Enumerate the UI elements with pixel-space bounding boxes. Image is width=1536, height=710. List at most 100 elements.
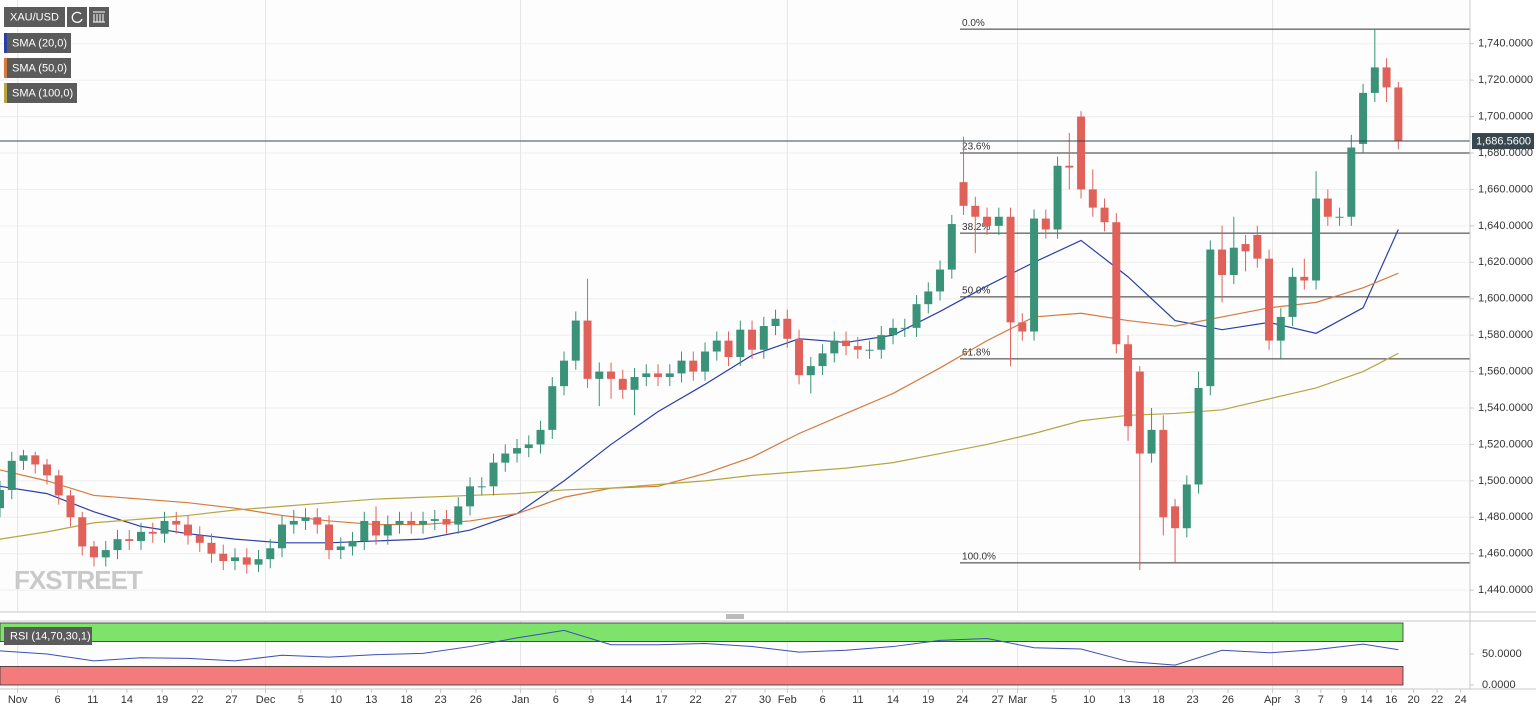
candle-body: [184, 524, 193, 536]
rsi-y-tick-label: 0.0000: [1482, 679, 1516, 691]
y-tick-label: 1,580.0000: [1478, 329, 1533, 341]
candle-body: [313, 517, 322, 525]
candle-body: [1159, 429, 1168, 518]
x-tick-label: 23: [1187, 694, 1199, 706]
candle-body: [31, 455, 40, 465]
candle-body: [748, 329, 757, 350]
candle-body: [501, 453, 510, 463]
candle-body: [842, 340, 851, 347]
candle-body: [595, 371, 604, 379]
x-tick-label: 27: [225, 694, 237, 706]
x-tick-label: 14: [121, 694, 133, 706]
candle-body: [1312, 198, 1321, 281]
sma-line: [0, 229, 1399, 544]
x-tick-label: 22: [1431, 694, 1443, 706]
x-tick-label: Dec: [256, 694, 276, 706]
candle-body: [571, 320, 580, 361]
legend-swatch: [4, 83, 7, 103]
candle-body: [1265, 258, 1274, 341]
candle-body: [1394, 87, 1403, 142]
candle-body: [442, 519, 451, 525]
y-tick-label: 1,720.0000: [1478, 74, 1533, 86]
fib-label: 100.0%: [962, 551, 996, 562]
candle-body: [1112, 222, 1121, 345]
candle-body: [477, 486, 486, 488]
candle-body: [1100, 207, 1109, 223]
candle-body: [900, 327, 909, 329]
candle-body: [1288, 276, 1297, 317]
legend-label: SMA (100,0): [12, 87, 73, 99]
candle-body: [137, 531, 146, 541]
x-tick-label: 19: [156, 694, 168, 706]
axes: 1,440.0000 1,460.0000 1,480.0000 1,500.0000…: [8, 38, 1533, 706]
candle-body: [66, 495, 75, 518]
y-tick-label: 1,640.0000: [1478, 220, 1533, 232]
candle-body: [1300, 276, 1309, 281]
candle-body: [195, 535, 204, 543]
candle-body: [524, 444, 533, 449]
x-tick-label: 6: [55, 694, 61, 706]
candle-body: [1124, 344, 1133, 427]
legend-box[interactable]: [4, 33, 71, 53]
rsi-label-box[interactable]: [4, 627, 92, 645]
candle-body: [642, 373, 651, 378]
candle-body: [348, 540, 357, 547]
candle-body: [1088, 189, 1097, 208]
x-tick-label: 5: [1051, 694, 1057, 706]
fib-label: 38.2%: [962, 222, 990, 233]
last-price-label: 1,686.5600: [1476, 135, 1531, 147]
candle-body: [1030, 218, 1039, 332]
candle-body: [160, 520, 169, 534]
candle-body: [712, 340, 721, 352]
candle-body: [336, 546, 345, 551]
candle-body: [242, 557, 251, 565]
fibonacci: 0.0% 23.6% 38.2% 50.0% 61.8% 100.0%: [960, 18, 1470, 564]
x-tick-label: 24: [1454, 694, 1466, 706]
candle-body: [78, 517, 87, 547]
candle-body: [1077, 116, 1086, 190]
legend-swatch: [4, 33, 7, 53]
candle-body: [1241, 244, 1250, 252]
sma-line: [0, 272, 1399, 526]
candle-body: [1370, 67, 1379, 93]
x-tick-label: 14: [1360, 694, 1372, 706]
oversold-zone: [0, 666, 1404, 686]
candle-body: [1276, 316, 1285, 341]
legend: SMA (20,0) SMA (50,0) SMA (100,0): [4, 33, 77, 103]
x-tick-label: Feb: [778, 694, 797, 706]
candle-body: [1206, 249, 1215, 387]
fib-label: 50.0%: [962, 286, 990, 297]
x-tick-label: 9: [1341, 694, 1347, 706]
sma-line: [0, 352, 1399, 540]
candle-body: [689, 360, 698, 372]
refresh-button[interactable]: [67, 7, 87, 27]
x-tick-label: 30: [759, 694, 771, 706]
candle-body: [1182, 484, 1191, 529]
overbought-zone: [0, 622, 1404, 643]
panel-resize-handle[interactable]: [726, 614, 744, 619]
x-tick-label: 24: [956, 694, 968, 706]
y-tick-label: 1,540.0000: [1478, 402, 1533, 414]
candle-body: [54, 475, 63, 496]
x-tick-label: 18: [1152, 694, 1164, 706]
candle-body: [889, 327, 898, 336]
candle-body: [1347, 147, 1356, 217]
y-tick-label: 1,680.0000: [1478, 147, 1533, 159]
symbol-label: XAU/USD: [10, 11, 59, 23]
candle-body: [219, 553, 228, 561]
legend-box[interactable]: [4, 58, 71, 78]
candle-body: [783, 318, 792, 339]
candle-body: [1218, 249, 1227, 276]
x-tick-label: Mar: [1008, 694, 1027, 706]
candle-body: [548, 386, 557, 430]
legend-box[interactable]: [4, 83, 77, 103]
settings-button[interactable]: [89, 7, 109, 27]
y-tick-label: 1,520.0000: [1478, 438, 1533, 450]
candle-body: [383, 524, 392, 536]
candle-body: [912, 304, 921, 328]
x-tick-label: Jan: [512, 694, 530, 706]
fib-label: 61.8%: [962, 347, 990, 358]
candle-body: [994, 216, 1003, 226]
x-tick-label: 27: [992, 694, 1004, 706]
